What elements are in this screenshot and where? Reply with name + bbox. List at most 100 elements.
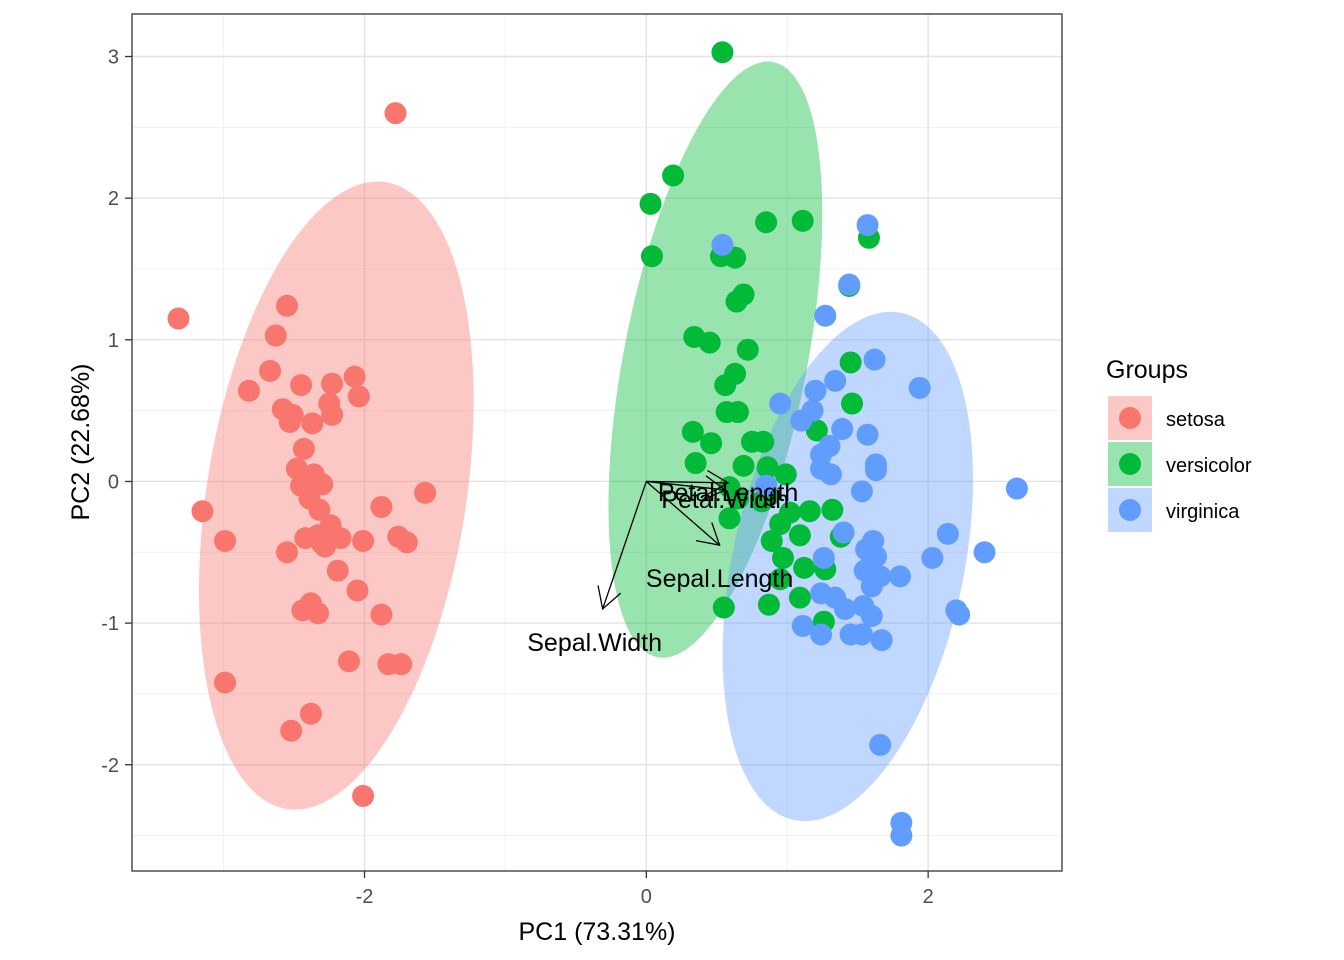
x-tick-label: 0: [641, 886, 652, 908]
point-virginica: [862, 529, 885, 552]
point-virginica: [790, 409, 813, 432]
point-virginica: [850, 480, 873, 503]
point-versicolor: [698, 331, 721, 354]
point-setosa: [237, 379, 260, 402]
point-versicolor: [760, 529, 783, 552]
legend-label-versicolor: versicolor: [1166, 455, 1252, 477]
y-tick-label: -2: [101, 755, 119, 777]
legend-point-virginica: [1119, 499, 1141, 521]
arrow-head: [597, 585, 622, 611]
point-setosa: [311, 532, 334, 555]
legend-point-versicolor: [1119, 453, 1141, 475]
point-versicolor: [772, 546, 794, 569]
point-setosa: [278, 410, 301, 433]
y-tick-label: 2: [108, 188, 119, 210]
point-versicolor: [640, 245, 663, 268]
point-setosa: [321, 372, 344, 395]
point-setosa: [276, 294, 298, 317]
point-setosa: [321, 403, 344, 426]
point-versicolor: [684, 452, 707, 475]
arrow-head: [703, 475, 727, 501]
point-virginica: [860, 605, 883, 628]
y-axis-title: PC2 (22.68%): [67, 363, 95, 520]
point-virginica: [888, 565, 911, 588]
point-setosa: [347, 385, 370, 408]
point-setosa: [214, 671, 236, 694]
point-setosa: [259, 359, 282, 382]
point-setosa: [343, 365, 366, 388]
point-versicolor: [718, 507, 741, 530]
point-versicolor: [681, 420, 704, 443]
point-setosa: [292, 437, 315, 460]
arrow-label: Sepal.Length: [646, 565, 793, 593]
y-axis: -2 -1 0 1 2 3: [101, 46, 132, 777]
point-virginica: [804, 379, 827, 402]
y-tick-label: 0: [108, 471, 119, 493]
point-versicolor: [757, 593, 780, 616]
point-setosa: [370, 495, 393, 518]
point-setosa: [308, 498, 331, 521]
point-versicolor: [741, 430, 763, 453]
arrow-line: [646, 480, 726, 491]
point-setosa: [384, 102, 407, 125]
point-setosa: [294, 527, 317, 550]
point-versicolor: [732, 283, 755, 306]
point-versicolor: [788, 524, 811, 547]
arrow-label: Petal.Width: [661, 486, 789, 514]
point-virginica: [860, 575, 883, 598]
legend-title: Groups: [1106, 356, 1188, 384]
point-virginica: [870, 629, 893, 652]
point-virginica: [1005, 477, 1028, 500]
point-virginica: [856, 214, 879, 237]
point-setosa: [414, 481, 437, 504]
point-versicolor: [726, 487, 749, 510]
point-versicolor: [821, 498, 844, 521]
point-setosa: [311, 473, 334, 496]
point-versicolor: [839, 351, 862, 374]
point-versicolor: [788, 586, 811, 609]
point-setosa: [390, 653, 413, 676]
point-setosa: [214, 529, 236, 552]
point-virginica: [890, 824, 913, 847]
point-virginica: [769, 392, 792, 415]
point-setosa: [346, 579, 369, 602]
point-virginica: [865, 453, 887, 476]
arrow-label: Petal.Length: [658, 479, 798, 507]
point-versicolor: [736, 338, 759, 361]
point-setosa: [299, 702, 322, 725]
point-versicolor: [726, 401, 749, 424]
point-versicolor: [756, 456, 779, 479]
point-setosa: [285, 457, 308, 480]
point-virginica: [832, 521, 855, 544]
point-setosa: [352, 784, 375, 807]
x-tick-label: -2: [356, 886, 374, 908]
point-virginica: [838, 273, 861, 296]
point-virginica: [850, 623, 873, 646]
point-virginica: [863, 348, 886, 371]
major-gridlines: [132, 14, 1062, 871]
point-virginica: [819, 463, 842, 486]
point-setosa: [301, 412, 324, 435]
point-virginica: [818, 435, 841, 458]
point-virginica: [948, 603, 971, 626]
y-tick-label: 3: [108, 46, 119, 68]
point-setosa: [370, 603, 393, 626]
point-virginica: [831, 418, 854, 441]
point-versicolor: [662, 164, 685, 187]
point-virginica: [856, 423, 879, 446]
x-tick-label: 2: [923, 886, 934, 908]
point-setosa: [276, 541, 298, 564]
legend-label-setosa: setosa: [1166, 409, 1226, 431]
legend-label-virginica: virginica: [1166, 501, 1240, 523]
point-virginica: [824, 586, 847, 609]
y-tick-label: -1: [101, 613, 119, 635]
point-versicolor: [712, 596, 735, 619]
point-setosa: [338, 650, 360, 673]
data-points: [167, 41, 1028, 847]
x-axis: -2 0 2: [356, 871, 934, 908]
point-setosa: [307, 602, 329, 625]
arrow-head: [695, 522, 721, 547]
point-setosa: [191, 500, 214, 523]
y-tick-label: 1: [108, 330, 119, 352]
